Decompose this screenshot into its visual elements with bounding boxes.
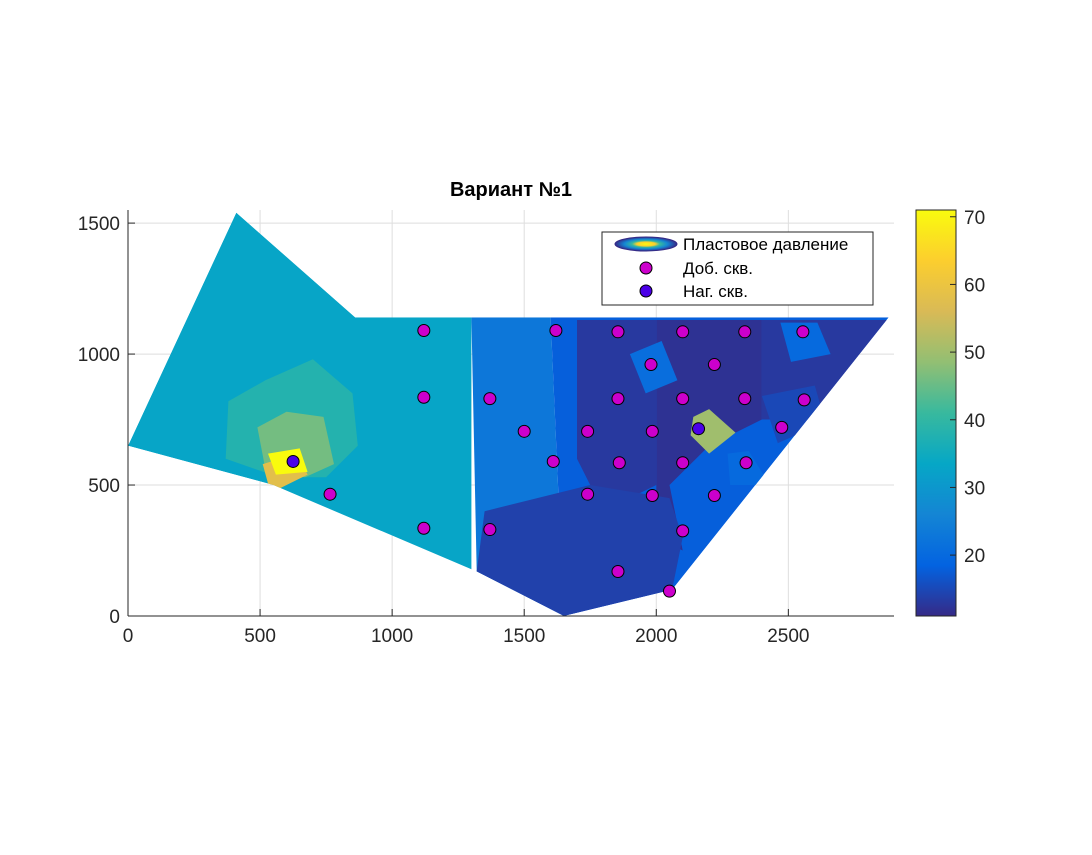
production-well-marker (738, 392, 752, 406)
x-tick-label: 0 (123, 626, 134, 647)
wells (286, 323, 811, 598)
y-tick-label: 500 (88, 476, 120, 497)
production-well-marker (612, 456, 626, 470)
colorbar-tick-label: 70 (964, 208, 985, 229)
legend-label-pressure: Пластовое давление (683, 235, 848, 254)
legend: Пластовое давление Доб. скв. Наг. скв. (601, 231, 874, 306)
y-tick-label: 0 (109, 607, 120, 628)
legend-marker-production (639, 261, 653, 275)
production-well-marker (417, 323, 431, 337)
legend-contour-icon (614, 236, 678, 252)
production-well-marker (417, 521, 431, 535)
production-well-marker (644, 358, 658, 372)
production-well-marker (707, 489, 721, 503)
colorbar: 20 30 40 50 60 70 (915, 208, 985, 617)
x-tick-label: 2500 (767, 626, 809, 647)
production-well-marker (739, 456, 753, 470)
production-well-marker (611, 392, 625, 406)
colorbar-tick-label: 30 (964, 478, 985, 499)
production-well-marker (676, 456, 690, 470)
production-well-marker (676, 392, 690, 406)
pressure-region (780, 322, 831, 362)
pressure-region (476, 485, 683, 616)
production-well-marker (483, 523, 497, 537)
legend-label-production: Доб. скв. (683, 259, 753, 278)
chart-title: Вариант №1 (450, 179, 572, 201)
production-well-marker (549, 323, 563, 337)
production-well-marker (417, 390, 431, 404)
legend-marker-injection (639, 284, 653, 298)
production-well-marker (775, 420, 789, 434)
production-well-marker (676, 325, 690, 339)
colorbar-tick-label: 50 (964, 343, 985, 364)
axes: 0 500 1000 1500 2000 2500 0 500 1000 1500 (78, 210, 894, 647)
production-well-marker (676, 524, 690, 538)
production-well-marker (581, 487, 595, 501)
production-well-marker (645, 489, 659, 503)
pressure-region (690, 409, 736, 454)
x-tick-label: 1000 (371, 626, 413, 647)
production-well-marker (323, 487, 337, 501)
x-tick-label: 500 (244, 626, 276, 647)
x-tick-label: 1500 (503, 626, 545, 647)
production-well-marker (796, 325, 810, 339)
colorbar-gradient (915, 209, 957, 617)
production-well-marker (738, 325, 752, 339)
colorbar-tick-label: 20 (964, 546, 985, 567)
production-well-marker (645, 424, 659, 438)
production-well-marker (662, 584, 676, 598)
colorbar-tick-label: 60 (964, 275, 985, 296)
production-well-marker (483, 392, 497, 406)
production-well-marker (611, 564, 625, 578)
production-well-marker (517, 424, 531, 438)
production-well-marker (546, 454, 560, 468)
injection-well-marker (286, 454, 300, 468)
colorbar-ticks: 20 30 40 50 60 70 (950, 208, 985, 567)
x-tick-label: 2000 (635, 626, 677, 647)
y-tick-label: 1500 (78, 214, 120, 235)
pressure-field (128, 212, 889, 616)
production-well-marker (797, 393, 811, 407)
y-tick-label: 1000 (78, 345, 120, 366)
injection-well-marker (692, 422, 706, 436)
production-well-marker (581, 424, 595, 438)
production-well-marker (707, 358, 721, 372)
production-well-marker (611, 325, 625, 339)
colorbar-tick-label: 40 (964, 411, 985, 432)
legend-label-injection: Наг. скв. (683, 282, 748, 301)
